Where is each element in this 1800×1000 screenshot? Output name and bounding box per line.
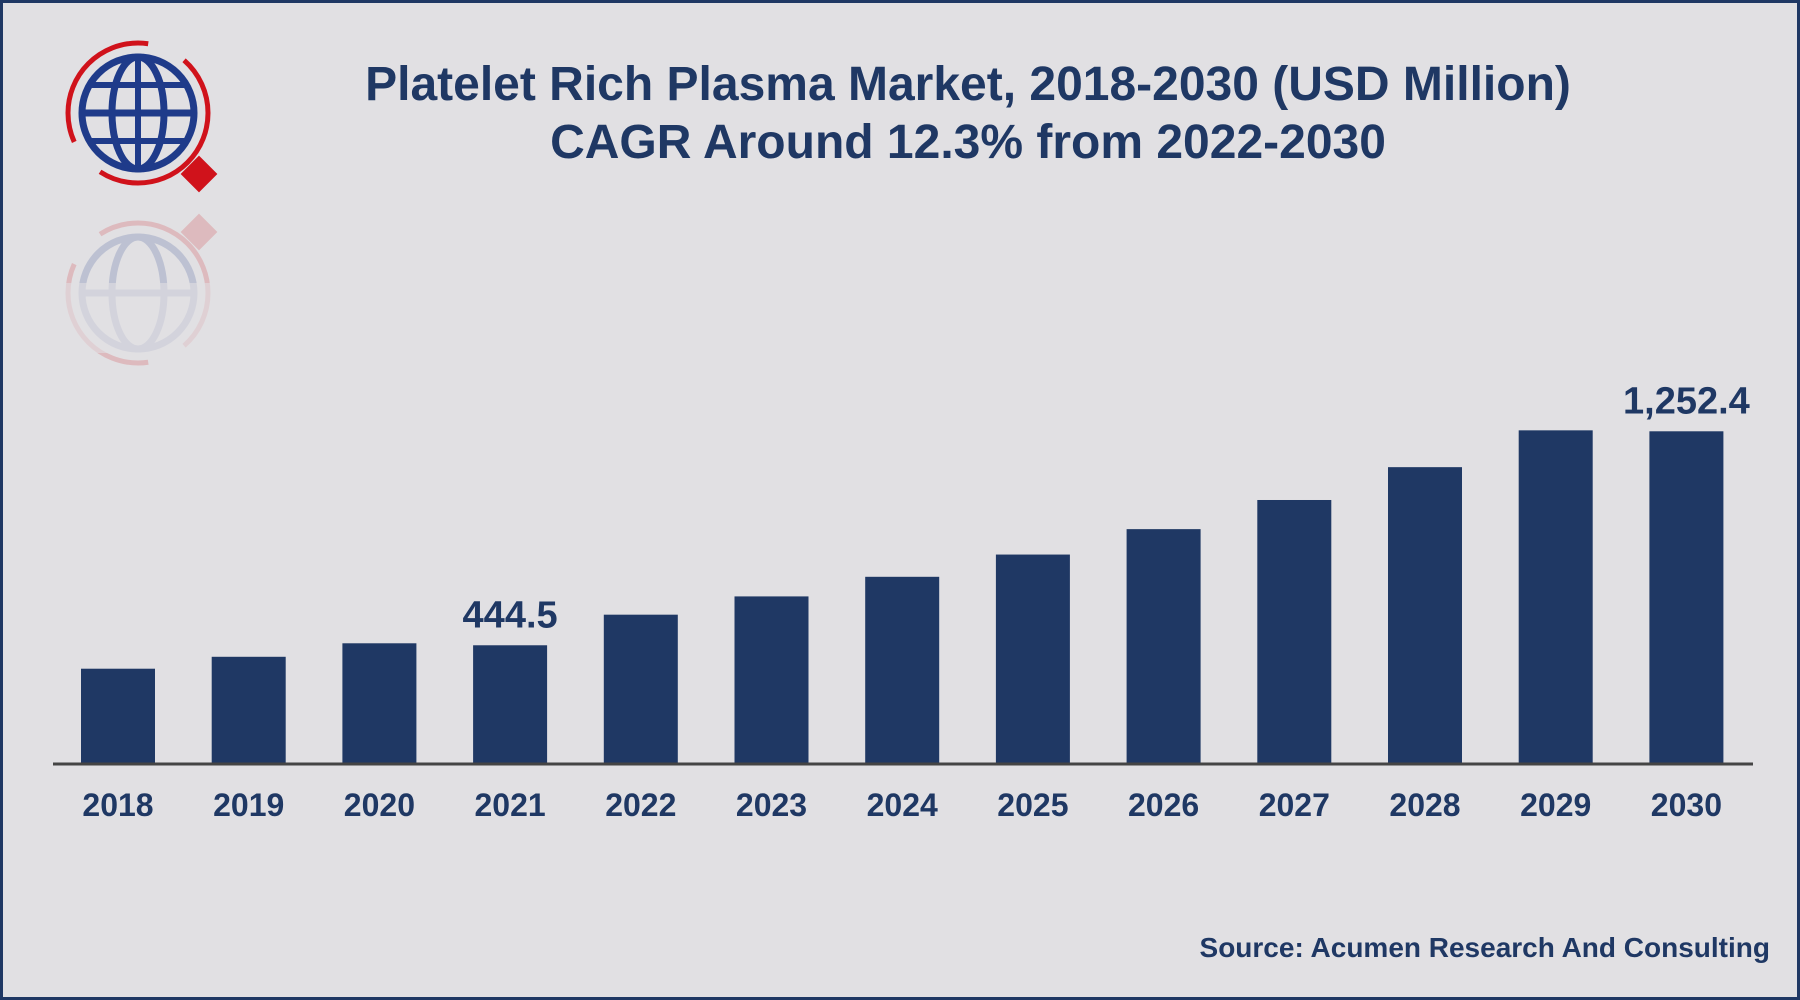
chart-title: Platelet Rich Plasma Market, 2018-2030 (… [365, 58, 1571, 111]
data-label-2030: 1,252.4 [1623, 380, 1750, 422]
x-tick-label-2030: 2030 [1651, 787, 1722, 823]
bar-2026 [1126, 529, 1201, 763]
x-tick-label-2027: 2027 [1259, 787, 1330, 823]
source-note: Source: Acumen Research And Consulting [1200, 932, 1770, 963]
bar-2020 [342, 643, 417, 763]
x-tick-label-2028: 2028 [1389, 787, 1460, 823]
bars-group [81, 430, 1724, 763]
bar-2027 [1257, 499, 1332, 763]
x-tick-label-2023: 2023 [736, 787, 807, 823]
bar-2025 [995, 554, 1070, 763]
reflection-fade [43, 283, 243, 353]
x-tick-label-2024: 2024 [867, 787, 938, 823]
data-labels-group: 444.5 1,252.4 [463, 380, 1750, 636]
x-tick-label-2020: 2020 [344, 787, 415, 823]
bar-2028 [1388, 467, 1462, 763]
x-tick-labels-group: 2018 2019 2020 2021 2022 2023 2024 2025 2026 2027… [82, 787, 1722, 823]
bar-2018 [81, 668, 155, 763]
x-tick-label-2026: 2026 [1128, 787, 1199, 823]
x-tick-label-2019: 2019 [213, 787, 284, 823]
x-tick-label-2022: 2022 [605, 787, 676, 823]
x-tick-label-2018: 2018 [82, 787, 153, 823]
x-tick-label-2025: 2025 [997, 787, 1068, 823]
bar-2019 [211, 656, 286, 763]
chart-svg: Platelet Rich Plasma Market, 2018-2030 (… [43, 40, 1770, 963]
bar-2030 [1649, 431, 1724, 763]
bar-2023 [734, 596, 809, 763]
chart-subtitle: CAGR Around 12.3% from 2022-2030 [550, 116, 1386, 169]
bar-2022 [603, 614, 678, 763]
bar-2029 [1518, 430, 1593, 763]
data-label-2021: 444.5 [463, 594, 558, 636]
x-tick-label-2021: 2021 [475, 787, 546, 823]
bar-2021 [473, 645, 548, 763]
globe-magnifier-logo-icon [65, 40, 218, 193]
bar-2024 [865, 576, 940, 763]
x-tick-label-2029: 2029 [1520, 787, 1591, 823]
